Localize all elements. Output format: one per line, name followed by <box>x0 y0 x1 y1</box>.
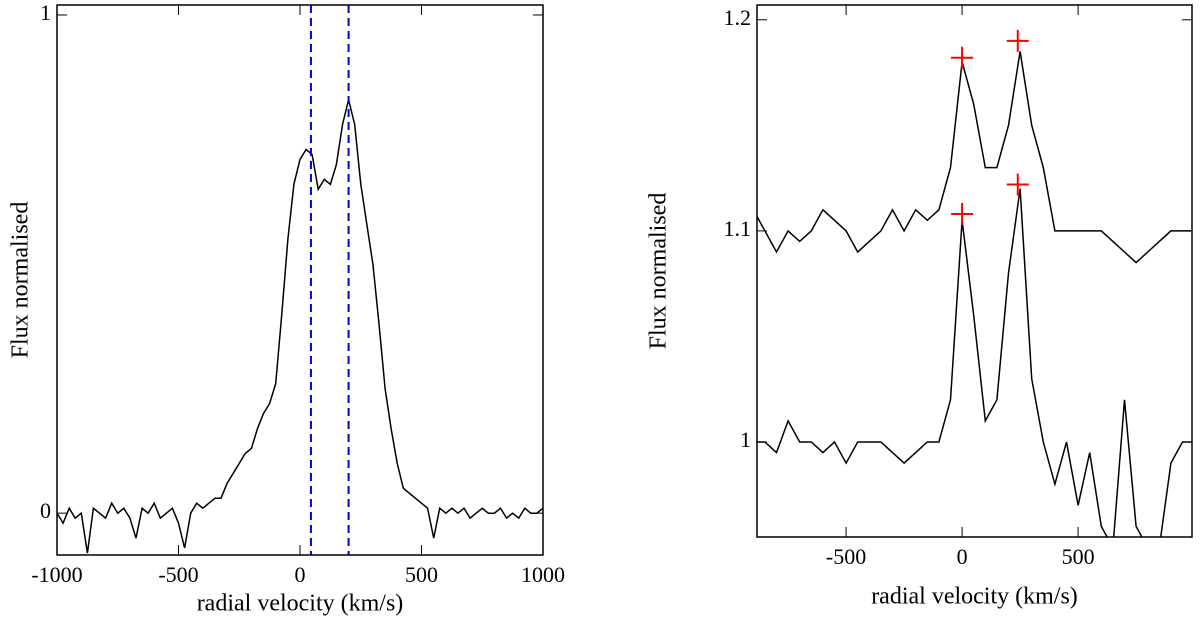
x-tick-label: -500 <box>826 544 866 569</box>
y-axis-label: Flux normalised <box>646 193 672 350</box>
peak-marker <box>951 46 974 69</box>
y-tick-label: 1 <box>740 427 751 452</box>
y-axis-label: Flux normalised <box>8 202 34 359</box>
y-tick-label: 0 <box>40 498 51 523</box>
spectrum-line <box>757 51 1192 264</box>
x-tick-label: 500 <box>1062 544 1095 569</box>
x-tick-label: 0 <box>957 544 968 569</box>
x-tick-label: 0 <box>295 562 306 587</box>
panel: -500 0 500 1 1.1 1.2 radial velocity (km/s) Flu… <box>646 4 1193 610</box>
x-tick-label: 1000 <box>521 562 565 587</box>
y-tick-label: 1.2 <box>724 5 752 30</box>
x-tick-label: 500 <box>405 562 438 587</box>
plot-frame <box>756 4 1193 538</box>
panel: -1000 -500 0 500 1000 0 1 radial velocity (km/s… <box>8 0 566 617</box>
plot-frame <box>56 4 544 556</box>
peak-marker <box>1006 29 1029 52</box>
spectrum-line <box>57 99 543 554</box>
plot-area <box>757 29 1192 537</box>
x-axis-label: radial velocity (km/s) <box>871 584 1078 610</box>
x-tick-label: -500 <box>158 562 198 587</box>
peak-marker <box>1006 173 1029 196</box>
y-tick-label: 1 <box>40 0 51 25</box>
plot-area <box>57 5 543 555</box>
peak-marker <box>951 203 974 225</box>
x-axis-label: radial velocity (km/s) <box>197 591 404 617</box>
spectrum-line <box>757 188 1192 537</box>
y-tick-label: 1.1 <box>724 216 752 241</box>
x-tick-label: -1000 <box>31 562 82 587</box>
